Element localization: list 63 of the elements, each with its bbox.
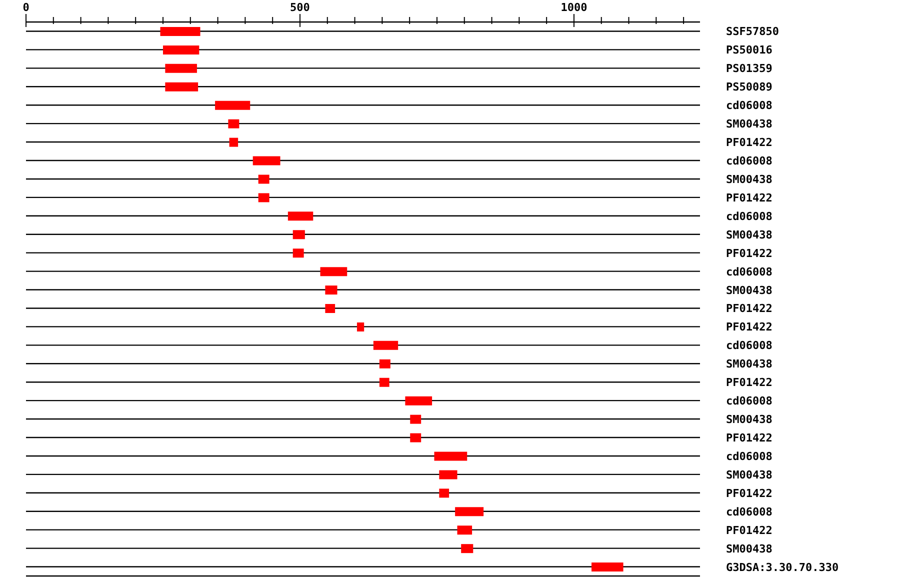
x-tick-label: 1000	[560, 1, 588, 14]
y-tick-label: SM00438	[726, 468, 772, 482]
bar	[379, 359, 390, 368]
bar	[292, 230, 305, 240]
y-tick-label: cd06008	[726, 339, 772, 352]
bar	[162, 45, 200, 54]
y-tick-label: SM00438	[726, 118, 772, 131]
bar	[410, 414, 422, 424]
y-tick-label: cd06008	[726, 99, 772, 112]
y-tick-label: SM00438	[726, 228, 772, 242]
y-tick-label: SM00438	[726, 358, 772, 371]
bar	[258, 193, 270, 202]
y-tick-label: SM00438	[726, 413, 772, 426]
x-tick-label: 0	[22, 1, 30, 14]
y-tick-label: cd06008	[726, 265, 772, 278]
bar	[373, 340, 398, 350]
bar	[439, 470, 458, 480]
bar	[434, 452, 468, 461]
y-tick-label: G3DSA:3.30.70.330	[726, 560, 839, 574]
bar	[228, 119, 240, 128]
bar	[405, 396, 432, 406]
y-tick-label: SM00438	[726, 542, 772, 556]
bar	[160, 27, 200, 36]
bar	[325, 286, 338, 295]
y-tick-label: PF01422	[726, 486, 772, 500]
y-tick-label: PF01422	[726, 246, 772, 260]
bar	[379, 378, 390, 387]
bar	[320, 267, 348, 276]
y-tick-label: PF01422	[726, 191, 772, 204]
y-tick-label: PS50016	[726, 44, 773, 57]
bar	[455, 507, 484, 516]
bar	[356, 322, 364, 332]
bar	[457, 526, 472, 535]
bar	[165, 82, 198, 92]
bar	[165, 64, 197, 73]
bar	[215, 100, 250, 110]
y-tick-label: PS01359	[726, 62, 772, 76]
bar	[252, 156, 280, 166]
bar	[258, 174, 270, 184]
y-tick-label: cd06008	[726, 505, 772, 518]
y-tick-label: PS50089	[726, 80, 772, 94]
bar	[325, 304, 336, 313]
y-tick-label: PF01422	[726, 320, 772, 334]
y-tick-label: PF01422	[726, 136, 772, 150]
y-tick-label: SM00438	[726, 172, 772, 186]
bar	[292, 248, 304, 258]
bar	[461, 544, 474, 554]
x-tick-label: 500	[290, 1, 310, 14]
y-tick-label: cd06008	[726, 210, 772, 223]
y-tick-label: SM00438	[726, 284, 772, 297]
y-tick-label: PF01422	[726, 302, 772, 316]
y-tick-label: PF01422	[726, 524, 772, 537]
y-tick-label: SSF57850	[726, 25, 779, 38]
bar	[410, 433, 422, 442]
bar	[439, 488, 450, 498]
y-tick-label: PF01422	[726, 376, 772, 390]
y-tick-label: cd06008	[726, 394, 772, 408]
bar	[288, 212, 314, 221]
bar	[229, 138, 238, 147]
bar	[592, 562, 624, 572]
y-tick-label: cd06008	[726, 450, 772, 463]
y-tick-label: cd06008	[726, 154, 772, 168]
y-tick-label: PF01422	[726, 432, 772, 444]
